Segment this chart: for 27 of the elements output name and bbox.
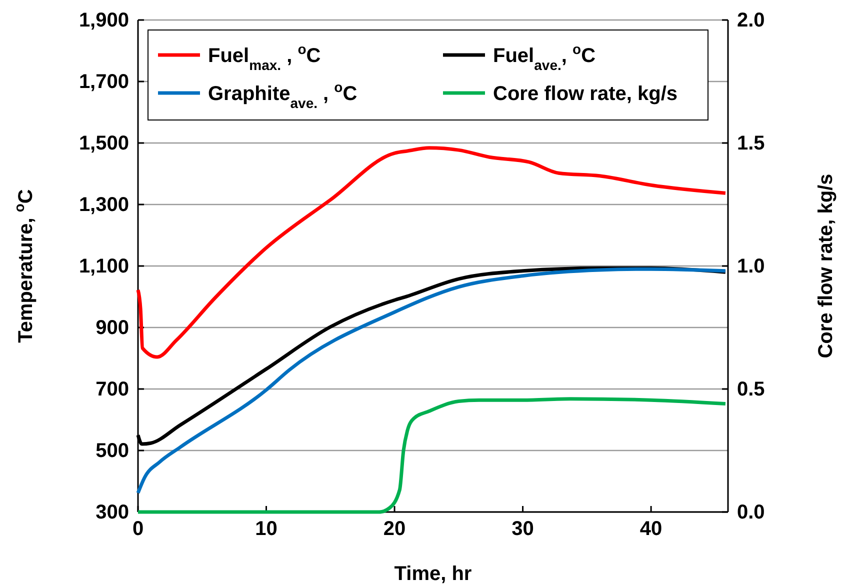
legend-label: Core flow rate, kg/s — [493, 83, 678, 105]
y2-tick-label: 1.0 — [737, 255, 765, 278]
y2-tick-label: 2.0 — [737, 9, 765, 32]
line-series — [136, 267, 728, 495]
legend-label: Graphite$_{ave.}$ , $^{o}$C — [208, 79, 358, 111]
y-tick-label: 500 — [96, 440, 129, 462]
x-tick-label: 30 — [512, 518, 534, 540]
line-series — [136, 146, 728, 359]
x-axis-title: Time, hr — [394, 563, 472, 585]
y2-tick-label: 1.5 — [737, 132, 765, 154]
y-tick-label: 1,500 — [78, 132, 129, 154]
x-tick-label: 40 — [640, 518, 662, 540]
legend-label: Fuel$_{ave.}$, $^{o}$C — [493, 41, 596, 73]
y-tick-label: 1,700 — [78, 70, 129, 93]
y-tick-label: 1,100 — [78, 255, 129, 278]
y-tick-label: 700 — [96, 378, 129, 400]
x-tick-label: 10 — [255, 518, 278, 540]
y-tick-label: 300 — [96, 501, 129, 524]
y-tick-label: 1,300 — [78, 194, 129, 216]
x-tick-label: 20 — [383, 518, 406, 540]
legend-label: Fuel$_{max.}$ , $^{o}$C — [208, 41, 321, 73]
x-tick-label: 0 — [132, 518, 144, 540]
y-tick-label: 900 — [96, 316, 129, 339]
y2-axis-title: Core flow rate, kg/s — [815, 174, 837, 358]
y-tick-label: 1,900 — [78, 9, 129, 32]
y2-tick-label: 0.5 — [737, 378, 765, 400]
y2-tick-label: 0.0 — [737, 501, 765, 524]
